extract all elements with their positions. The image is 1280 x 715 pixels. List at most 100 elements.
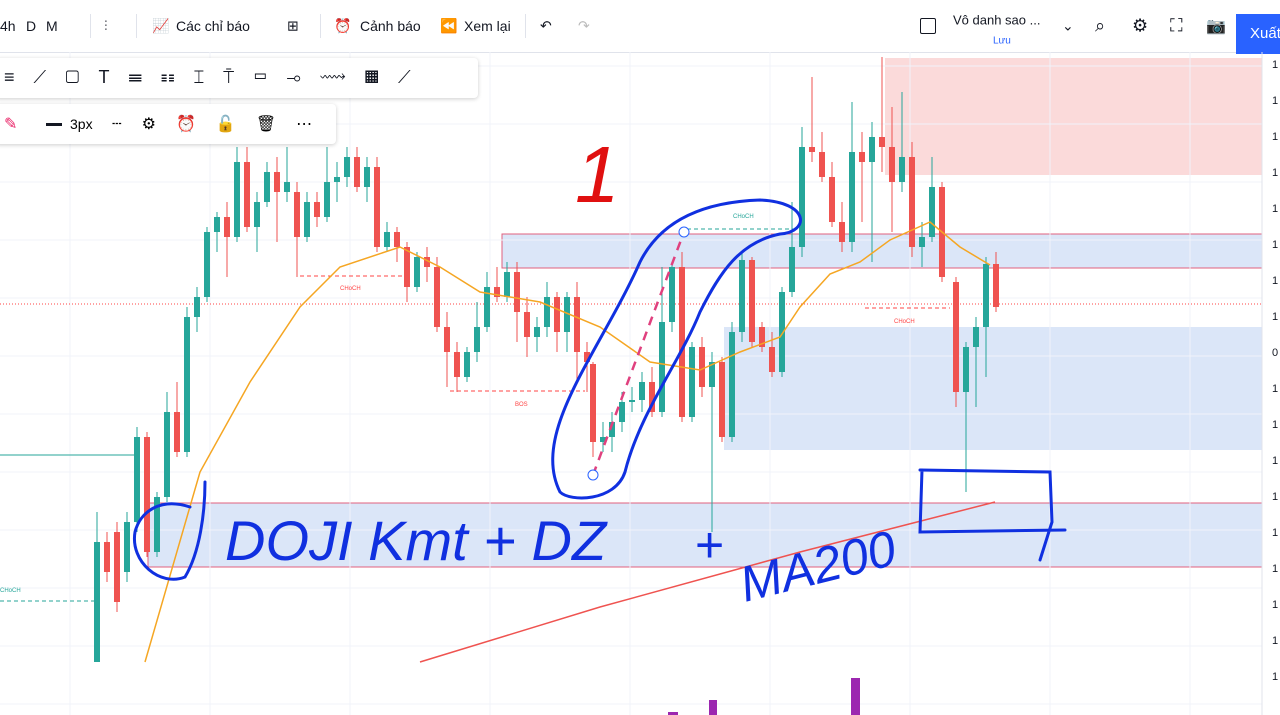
search[interactable]: ⌕: [1095, 15, 1106, 36]
candle-body: [114, 532, 120, 602]
price-label: 1: [1272, 239, 1278, 251]
candle-body: [859, 152, 865, 162]
candle-body: [204, 232, 210, 297]
candle-body: [264, 172, 270, 202]
candle-body: [544, 297, 550, 327]
line-width[interactable]: 3px: [70, 116, 93, 132]
candle-body: [869, 137, 875, 162]
candles: [94, 57, 999, 662]
candle-body: [484, 287, 490, 327]
candle-body: [464, 352, 470, 377]
label: BOS: [515, 402, 528, 408]
interval[interactable]: 4h: [0, 18, 16, 34]
icon[interactable]: ⊞: [287, 17, 299, 34]
candle-body: [174, 412, 180, 452]
export-button[interactable]: Xuất: [1236, 14, 1280, 54]
label: CHoCH: [0, 588, 21, 594]
candle-body: [474, 327, 480, 352]
candle-body: [649, 382, 655, 412]
candle-body: [993, 264, 999, 307]
tool-icons[interactable]: ┄⚙⏰🔓🗑⋯: [112, 116, 333, 133]
tool-icons[interactable]: ≡⟋▢T☰☷⌶⍑▭⊸⟿▦⟋: [4, 67, 430, 87]
layout-name[interactable]: Vô danh sao ...: [953, 12, 1041, 28]
candle-body: [164, 412, 170, 497]
candle-body: [669, 267, 675, 322]
candle-body: [554, 297, 560, 332]
candle-body: [454, 352, 460, 377]
settings[interactable]: ⚙: [1132, 15, 1149, 36]
screenshot[interactable]: 📷: [1206, 18, 1226, 35]
price-label: 1: [1272, 635, 1278, 647]
candle-body: [963, 347, 969, 392]
alert-button[interactable]: Cảnh báo: [360, 18, 421, 34]
fullscreen[interactable]: ⛶: [1170, 15, 1183, 36]
candle-body: [144, 437, 150, 552]
label: CHoCH: [340, 286, 361, 292]
candle-body: [889, 147, 895, 182]
drawing-toolbar: ≡⟋▢T☰☷⌶⍑▭⊸⟿▦⟋: [0, 58, 478, 98]
candle-body: [849, 152, 855, 242]
candle-body: [294, 192, 300, 237]
candle-body: [224, 217, 230, 237]
annotation: DOJI Kmt + DZ: [225, 509, 608, 572]
candle-body: [134, 437, 140, 522]
replay-button[interactable]: Xem lại: [464, 18, 511, 34]
volume: [851, 678, 860, 715]
top-toolbar: 4h D M ⫶ 📈 Các chỉ báo ⊞ ⏰ Cảnh báo ⏪ Xe…: [0, 0, 1280, 54]
icon[interactable]: ⏪: [440, 17, 458, 34]
price-axis: 1 1 1 1 1 1 1 1 0 1 1 1 1 1 1 1 1 1: [1261, 52, 1278, 715]
candle-body: [524, 312, 530, 337]
indicators-button[interactable]: Các chỉ báo: [176, 18, 250, 34]
candle-body: [600, 437, 606, 442]
price-label: 1: [1272, 671, 1278, 683]
redo[interactable]: ↷: [578, 17, 590, 34]
price-label: 1: [1272, 491, 1278, 503]
candle-body: [789, 247, 795, 292]
candle-body: [154, 497, 160, 552]
price-label: 1: [1272, 167, 1278, 179]
icon[interactable]: ⫶: [104, 17, 108, 34]
candle-body: [629, 400, 635, 402]
icon[interactable]: ⏰: [334, 17, 352, 34]
save-label[interactable]: Lưu: [993, 35, 1011, 47]
candle-body: [494, 287, 500, 297]
price-label: 1: [1272, 203, 1278, 215]
candle-body: [983, 264, 989, 327]
candle-body: [799, 147, 805, 247]
icon[interactable]: [920, 18, 936, 34]
zone: [724, 327, 1262, 450]
candle-body: [709, 362, 715, 387]
candle-body: [839, 222, 845, 242]
candle-body: [194, 297, 200, 317]
style-toolbar: ✎ 3px ┄⚙⏰🔓🗑⋯: [0, 104, 336, 144]
candle-body: [689, 347, 695, 417]
candle-body: [809, 147, 815, 152]
candle-body: [274, 172, 280, 192]
interval[interactable]: D: [26, 18, 37, 34]
undo[interactable]: ↶: [540, 17, 552, 34]
candle-body: [354, 157, 360, 187]
label: CHoCH: [733, 214, 754, 220]
demand-zone: [147, 502, 1263, 568]
icon[interactable]: 📈: [152, 17, 170, 34]
candle-body: [919, 237, 925, 247]
icon[interactable]: ✎: [4, 116, 18, 133]
candle-body: [444, 327, 450, 352]
price-label: 1: [1272, 527, 1278, 539]
candle-body: [953, 282, 959, 392]
price-label: 1: [1272, 383, 1278, 395]
ma-line: [144, 221, 991, 663]
candle-body: [899, 157, 905, 182]
candle-body: [124, 522, 130, 572]
candle-body: [514, 272, 520, 312]
candle-body: [534, 327, 540, 337]
handwriting: [133, 198, 1067, 581]
interval[interactable]: M: [46, 18, 58, 34]
candle-body: [434, 267, 440, 327]
ma200-line: [419, 501, 996, 663]
annotation: +: [695, 517, 724, 573]
candle-body: [254, 202, 260, 227]
price-label: 0: [1272, 347, 1278, 359]
icon[interactable]: ⌄: [1062, 17, 1074, 34]
